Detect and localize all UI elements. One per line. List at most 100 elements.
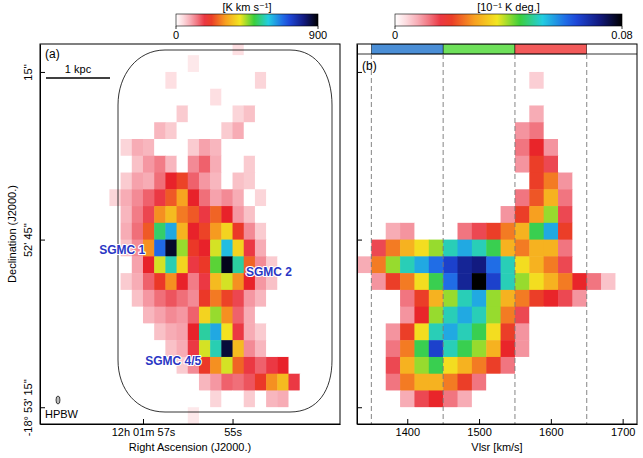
heat-cell [121, 323, 133, 340]
heat-cell [233, 290, 245, 307]
heat-cell [357, 340, 372, 357]
heat-cell [400, 55, 415, 72]
heat-cell [414, 89, 429, 106]
y-axis [357, 45, 362, 425]
heat-cell [289, 357, 301, 374]
annotation: SGMC 2 [246, 265, 292, 279]
heat-cell [615, 340, 630, 357]
heat-cell [199, 390, 211, 407]
colorbar-tick-label: 900 [309, 29, 327, 41]
heat-cell [322, 44, 334, 56]
velocity-range [443, 44, 515, 54]
heat-cell [199, 273, 211, 290]
heat-cell [371, 256, 386, 273]
heat-cell [572, 307, 587, 324]
heat-cell [98, 105, 110, 122]
heat-cell [333, 240, 340, 257]
heat-cell [458, 256, 473, 273]
heat-cell [188, 290, 200, 307]
heat-cell [458, 139, 473, 156]
heat-cell [199, 307, 211, 324]
heat-cell [132, 72, 144, 89]
heat-cell [98, 206, 110, 223]
heat-cell [154, 374, 166, 391]
heat-cell [544, 122, 559, 139]
heat-cell [121, 407, 133, 424]
heat-cell [277, 374, 289, 391]
heat-cell [515, 72, 530, 89]
heat-cell [221, 55, 233, 72]
heat-cell [333, 290, 340, 307]
heat-cell [587, 223, 602, 240]
heat-cell [98, 223, 110, 240]
heat-cell [244, 72, 256, 89]
heat-cell [443, 240, 458, 257]
heat-cell [371, 290, 386, 307]
heat-cell [414, 223, 429, 240]
y-tick-mark [40, 72, 45, 73]
heat-cell [386, 340, 401, 357]
heat-cell [429, 72, 444, 89]
heat-cell [515, 189, 530, 206]
heat-cell [244, 340, 256, 357]
heat-cell [300, 55, 312, 72]
heat-cell [515, 156, 530, 173]
y-tick-label: 15'' [22, 64, 34, 80]
heat-cell [244, 357, 256, 374]
heat-cell [357, 307, 372, 324]
heat-cell [458, 72, 473, 89]
y-tick: -18° 53' 15'' [22, 379, 45, 436]
heat-cell [244, 323, 256, 340]
heat-cell [121, 122, 133, 139]
heat-cell [615, 89, 630, 106]
heat-cell [544, 206, 559, 223]
heat-cell [472, 374, 487, 391]
heat-cell [188, 374, 200, 391]
heat-cell [233, 273, 245, 290]
heat-cell [429, 340, 444, 357]
heat-cell [266, 173, 278, 190]
heat-cell [244, 307, 256, 324]
heat-cell [458, 323, 473, 340]
heat-cell [615, 307, 630, 324]
heat-cell [165, 139, 177, 156]
heat-cell [501, 307, 516, 324]
heat-cell [300, 122, 312, 139]
heat-cell [300, 273, 312, 290]
heat-cell [587, 139, 602, 156]
heat-cell [544, 105, 559, 122]
heat-cell [300, 206, 312, 223]
heat-cell [400, 240, 415, 257]
heat-cell [233, 105, 245, 122]
heat-cell [165, 390, 177, 407]
velocity-edge [371, 54, 372, 424]
heat-cell [199, 407, 211, 424]
heat-cell [601, 156, 616, 173]
heat-cell [233, 407, 245, 424]
heat-cell [199, 323, 211, 340]
heat-cell [400, 223, 415, 240]
heat-cell [429, 390, 444, 407]
heat-cell [311, 256, 323, 273]
heat-cell [244, 55, 256, 72]
heat-cell [333, 139, 340, 156]
heat-cell [289, 139, 301, 156]
heat-cell [165, 407, 177, 424]
heat-cell [371, 173, 386, 190]
heat-cell [529, 307, 544, 324]
heat-cell [414, 72, 429, 89]
heat-cell [386, 273, 401, 290]
heat-cell [210, 307, 222, 324]
heat-cell [121, 273, 133, 290]
heat-cell [121, 290, 133, 307]
heat-cell [233, 390, 245, 407]
heat-cell [177, 256, 189, 273]
heat-cell [443, 374, 458, 391]
heat-cell [601, 323, 616, 340]
heat-cell [233, 156, 245, 173]
heat-cell [529, 55, 544, 72]
heat-cell [277, 55, 289, 72]
heat-cell [544, 307, 559, 324]
heat-cell [414, 55, 429, 72]
heat-cell [414, 189, 429, 206]
